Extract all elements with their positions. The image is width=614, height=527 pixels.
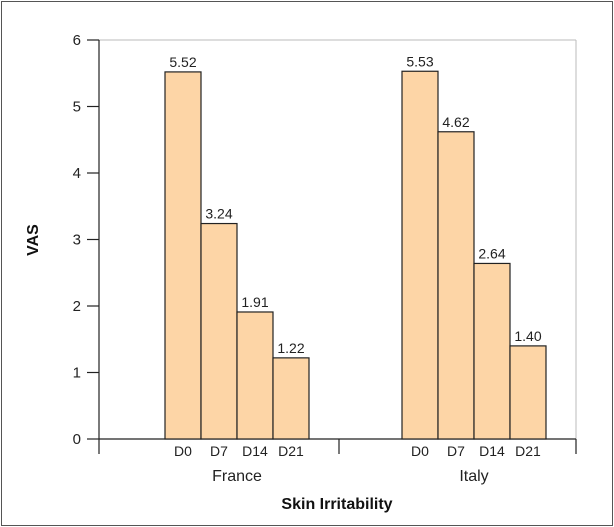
bar-italy-d7: [437, 131, 475, 440]
x-category-label: D0: [411, 443, 429, 459]
x-category-label: D21: [278, 443, 304, 459]
x-group-label-italy: Italy: [459, 468, 488, 485]
bars: 5.52 D0 3.24 D7 1.91 D14 1.22 D21 France 5.53 D0 4.…: [164, 53, 547, 485]
x-category-label: D7: [447, 443, 465, 459]
x-category-label: D0: [174, 443, 192, 459]
y-tick-label: 4: [73, 165, 81, 182]
x-axis-title: Skin Irritability: [281, 496, 392, 513]
bar-france-d0: [164, 71, 202, 440]
y-tick-label: 6: [73, 32, 81, 49]
plot-area: [99, 39, 577, 439]
x-group-label-france: France: [212, 468, 262, 485]
bar-value-label: 1.91: [241, 294, 268, 310]
bar-value-label: 2.64: [478, 245, 505, 261]
y-axis-title: VAS: [25, 224, 42, 256]
y-tick-label: 2: [73, 298, 81, 315]
bar-italy-d0: [401, 70, 439, 440]
y-tick-label: 5: [73, 99, 81, 116]
bar-value-label: 5.53: [406, 53, 433, 69]
bar-france-d7: [200, 222, 238, 440]
bar-value-label: 1.40: [514, 328, 541, 344]
x-category-label: D14: [479, 443, 505, 459]
x-category-label: D7: [210, 443, 228, 459]
x-category-label: D14: [242, 443, 268, 459]
y-tick-label: 0: [73, 431, 81, 448]
y-axis: 0 1 2 3 4 5 6: [73, 32, 100, 448]
bar-value-label: 5.52: [169, 54, 196, 70]
bar-france-d21: [272, 357, 310, 440]
bar-value-label: 4.62: [442, 114, 469, 130]
bar-italy-d14: [473, 262, 511, 440]
y-tick-label: 3: [73, 232, 81, 249]
y-tick-label: 1: [73, 365, 81, 382]
bar-value-label: 1.22: [277, 340, 304, 356]
bar-italy-d21: [509, 345, 547, 440]
bar-value-label: 3.24: [205, 206, 232, 222]
x-category-label: D21: [515, 443, 541, 459]
bar-france-d14: [236, 311, 274, 440]
